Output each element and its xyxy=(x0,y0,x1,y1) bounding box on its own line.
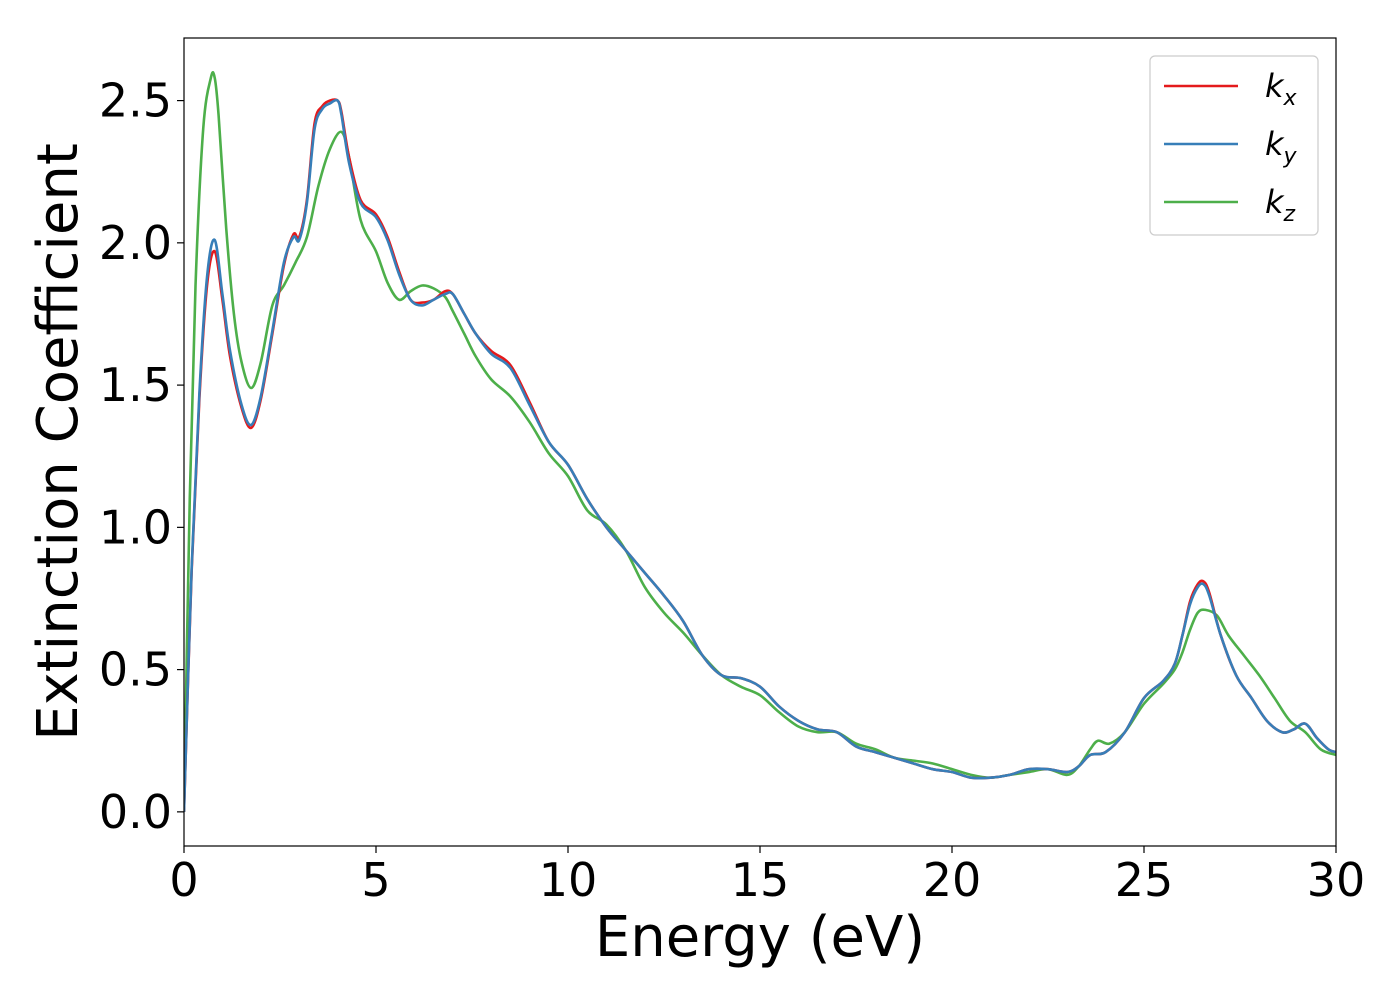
y-axis-ticks: 0.0 0.5 1.0 1.5 2.0 2.5 xyxy=(99,74,184,839)
series-line-ky xyxy=(184,98,1336,812)
x-axis-ticks: 0 5 10 15 20 25 30 xyxy=(169,846,1365,907)
y-tick-label: 0.5 xyxy=(99,643,172,697)
y-tick-label: 1.5 xyxy=(99,358,172,412)
x-tick-label: 10 xyxy=(539,853,598,907)
y-tick-label: 2.5 xyxy=(99,74,172,128)
x-tick-label: 25 xyxy=(1115,853,1174,907)
x-tick-label: 5 xyxy=(361,853,390,907)
y-tick-label: 1.0 xyxy=(99,500,172,554)
legend-box xyxy=(1149,55,1319,236)
y-tick-label: 2.0 xyxy=(99,216,172,270)
x-axis-label: Energy (eV) xyxy=(595,905,925,970)
x-tick-label: 0 xyxy=(169,853,198,907)
x-tick-label: 30 xyxy=(1307,853,1366,907)
y-axis-label: Extinction Coefficient xyxy=(26,143,91,741)
series-line-kz xyxy=(184,71,1336,812)
x-tick-label: 15 xyxy=(731,853,790,907)
series-layer xyxy=(184,71,1336,812)
y-tick-label: 0.0 xyxy=(99,785,172,839)
x-tick-label: 20 xyxy=(923,853,982,907)
